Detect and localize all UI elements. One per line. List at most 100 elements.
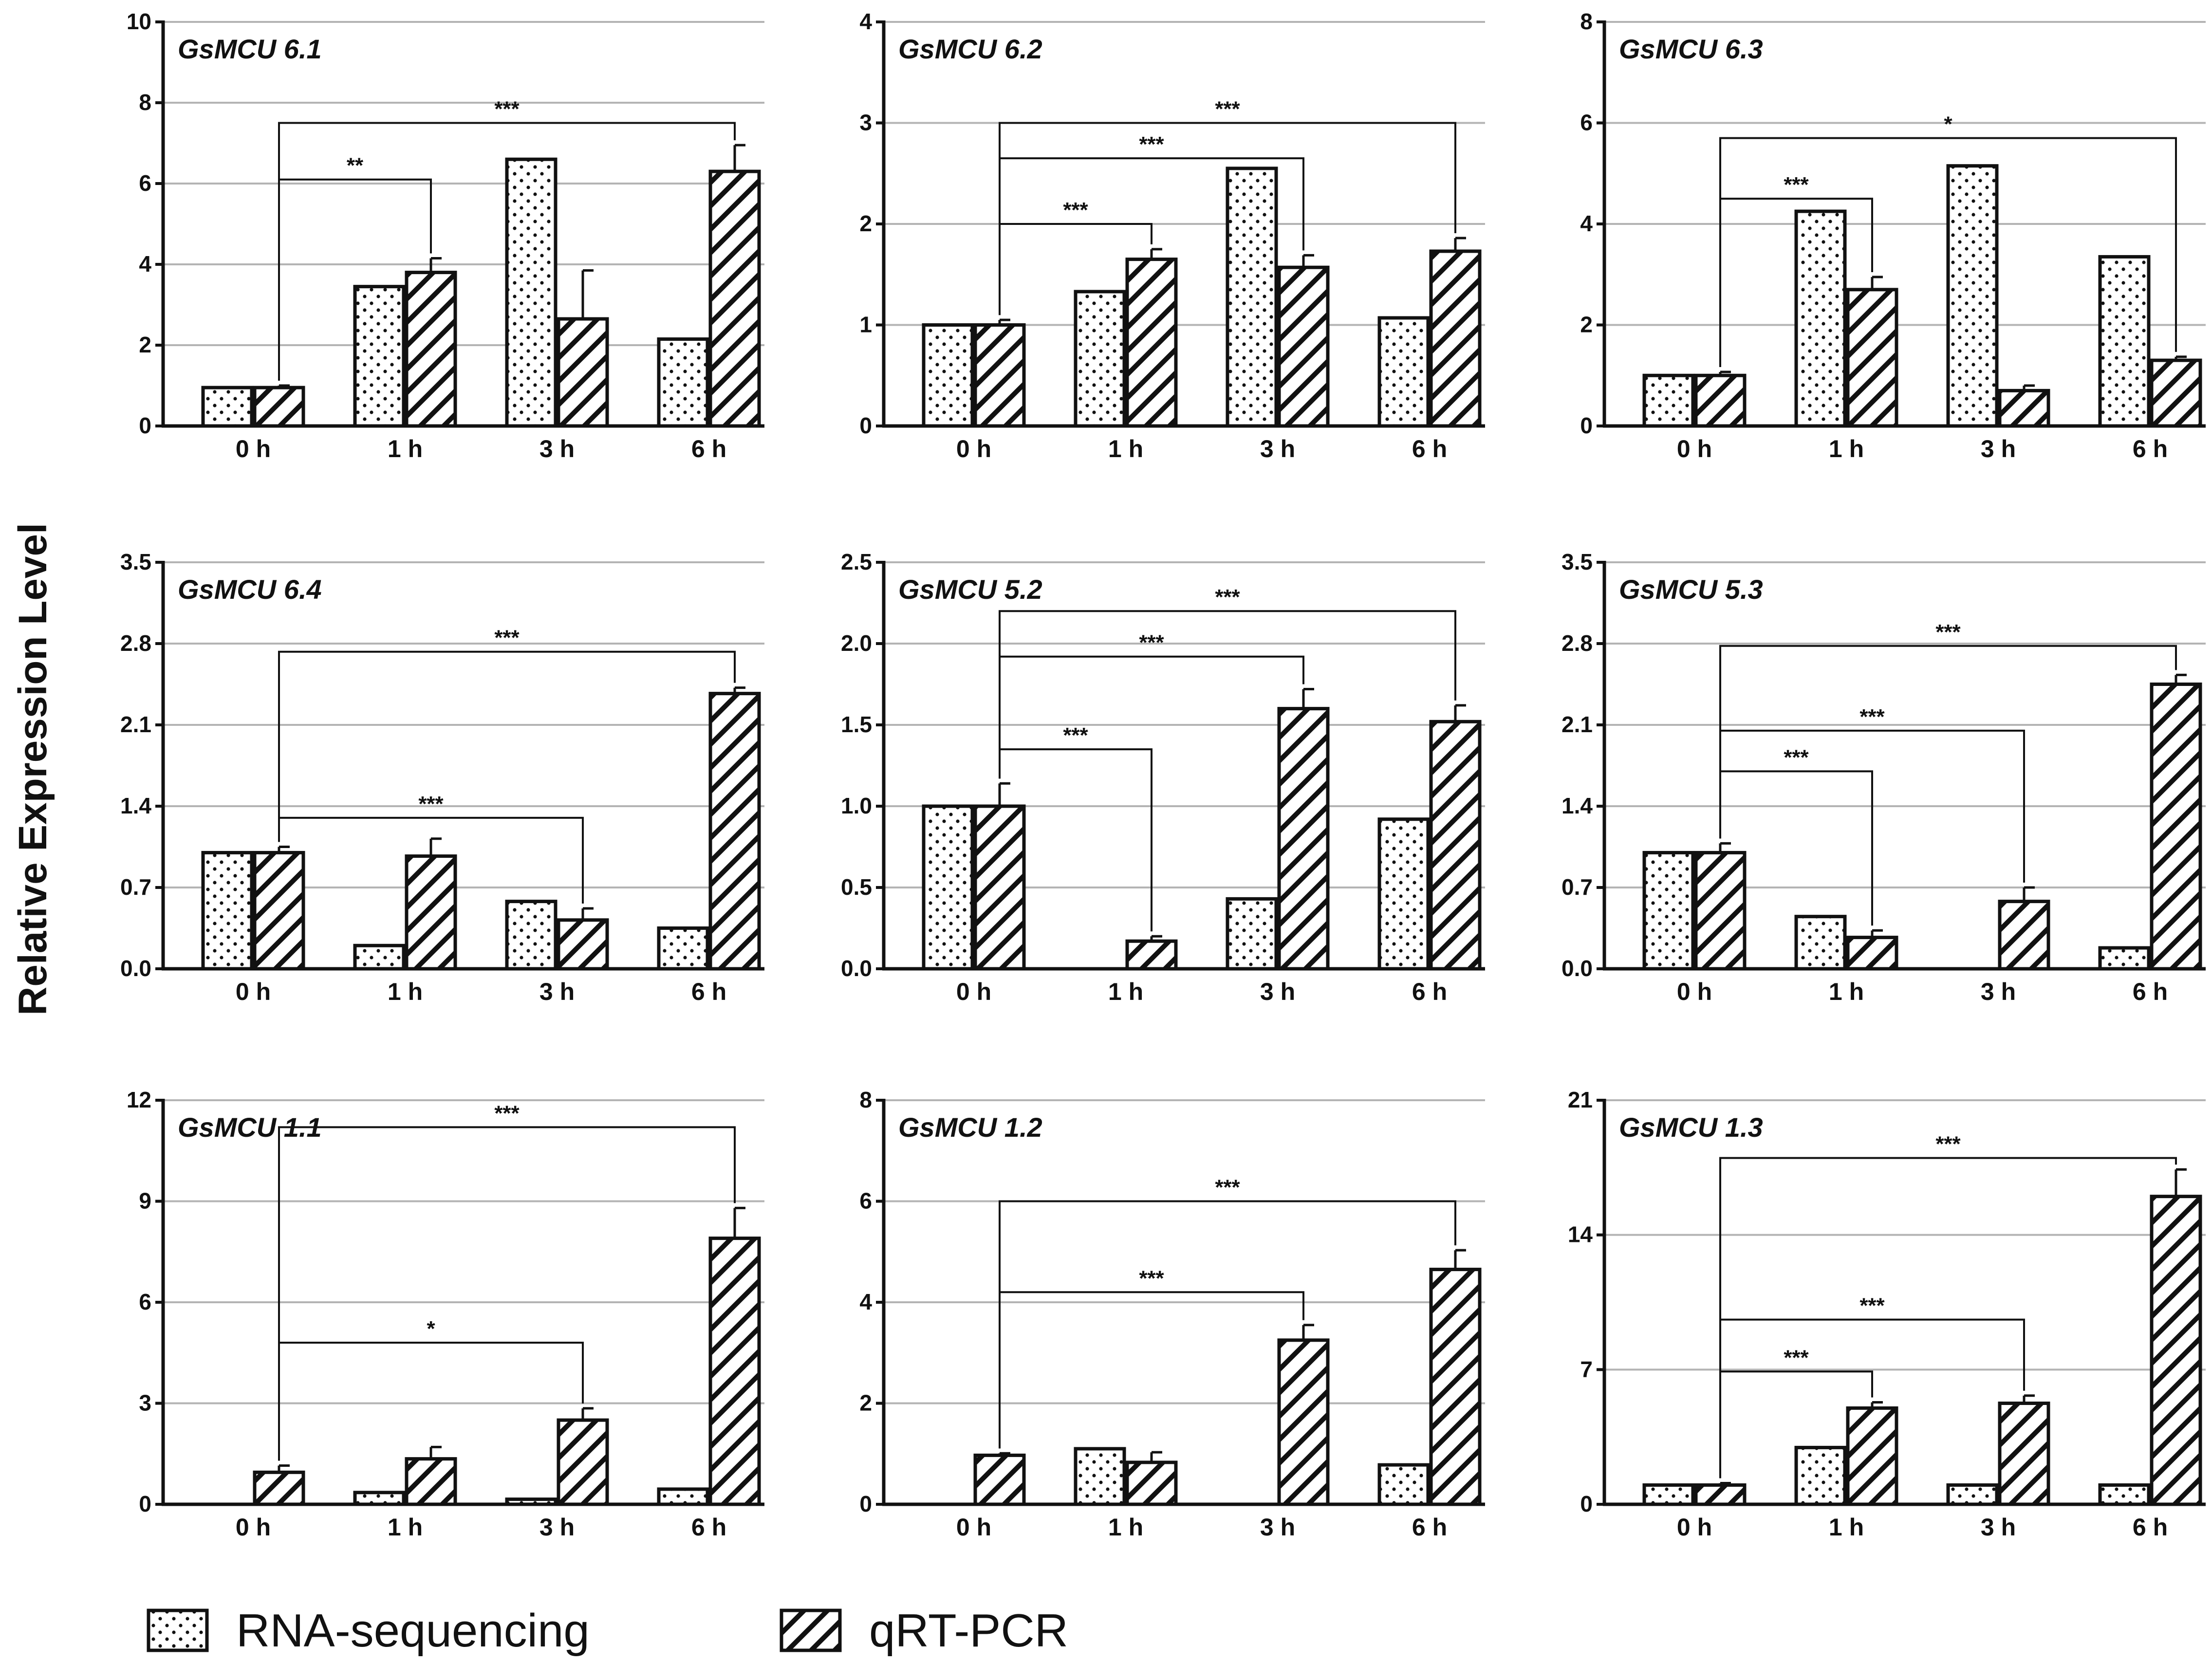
y-tick-label: 1.4 (1561, 793, 1593, 818)
bar-rna-seq (1946, 164, 1999, 428)
bar-qrt-pcr (973, 804, 1026, 971)
significance-bracket (278, 650, 736, 842)
significance-bracket (278, 1342, 584, 1461)
bar-rna-seq (201, 386, 254, 428)
bar-rna-seq (1074, 290, 1126, 428)
x-tick-label: 0 h (1677, 1514, 1712, 1541)
x-tick-label: 6 h (2133, 435, 2168, 462)
x-tick-label: 0 h (956, 435, 991, 462)
bar-rna-seq (657, 1487, 709, 1506)
y-tick-label: 9 (139, 1188, 151, 1214)
bar-qrt-pcr (1846, 936, 1898, 971)
y-axis-title: Relative Expression Level (11, 523, 55, 1016)
bar-qrt-pcr (1429, 1268, 1482, 1506)
bar-rna-seq (1074, 1447, 1126, 1506)
bar-qrt-pcr (1277, 1338, 1330, 1506)
y-tick-label: 4 (1580, 211, 1593, 236)
panel-title: GsMCU 5.2 (898, 574, 1042, 605)
significance-label: *** (1784, 745, 1809, 769)
panel-title: GsMCU 6.2 (898, 34, 1042, 64)
bar-rna-seq (201, 850, 254, 971)
x-tick-label: 3 h (1981, 435, 2016, 462)
y-tick-label: 3.5 (1561, 549, 1593, 574)
significance-label: *** (1859, 1294, 1885, 1318)
bar-qrt-pcr (1694, 373, 1747, 428)
y-tick-label: 12 (127, 1087, 151, 1112)
y-tick-label: 0 (1580, 1491, 1593, 1516)
bar-rna-seq (1794, 915, 1847, 971)
bar-rna-seq (657, 337, 709, 428)
bar-rna-seq (505, 900, 558, 971)
bar-qrt-pcr (253, 1470, 305, 1506)
bar-qrt-pcr (405, 271, 457, 428)
panel-title: GsMCU 1.3 (1619, 1112, 1763, 1143)
significance-label: *** (1139, 1266, 1164, 1290)
y-tick-label: 0 (1580, 413, 1593, 438)
y-tick-label: 21 (1568, 1087, 1593, 1112)
y-tick-label: 0 (139, 413, 151, 438)
bar-rna-seq (1642, 850, 1695, 971)
x-tick-label: 6 h (2133, 1514, 2168, 1541)
bar-qrt-pcr (1429, 249, 1482, 428)
y-tick-label: 2.1 (1561, 712, 1593, 737)
bar-qrt-pcr (1998, 900, 2050, 971)
significance-label: *** (1215, 1176, 1240, 1200)
x-tick-label: 0 h (956, 978, 991, 1005)
legend-label-qrt-pcr: qRT-PCR (869, 1605, 1068, 1657)
x-tick-label: 1 h (1829, 1514, 1864, 1541)
x-tick-label: 0 h (1677, 978, 1712, 1005)
bar-rna-seq (2098, 946, 2151, 971)
x-tick-label: 6 h (1412, 435, 1447, 462)
bar-qrt-pcr (1429, 720, 1482, 971)
chart-panel: 0 1 2 3 4 *** *** *** 0 h 1 h 3 h 6 h GsMCU 6.2 (859, 9, 1485, 462)
x-tick-label: 3 h (1260, 435, 1295, 462)
y-tick-label: 7 (1580, 1356, 1593, 1382)
x-tick-label: 3 h (1260, 1514, 1295, 1541)
x-tick-label: 1 h (1829, 435, 1864, 462)
bar-qrt-pcr (557, 317, 609, 428)
significance-bracket (1719, 645, 2177, 839)
y-tick-label: 2 (1580, 312, 1593, 337)
bar-qrt-pcr (1998, 1402, 2050, 1506)
significance-bracket (999, 122, 1456, 315)
y-tick-label: 0.0 (841, 956, 872, 981)
significance-label: *** (1935, 1132, 1961, 1156)
bar-qrt-pcr (1694, 1483, 1747, 1506)
bar-rna-seq (1377, 817, 1430, 971)
y-tick-label: 2.8 (1561, 630, 1593, 656)
x-tick-label: 1 h (1108, 435, 1143, 462)
y-tick-label: 1.4 (120, 793, 151, 818)
bar-qrt-pcr (1125, 939, 1178, 971)
bar-qrt-pcr (1846, 1406, 1898, 1506)
bar-rna-seq (1946, 1483, 1999, 1506)
bar-qrt-pcr (405, 1457, 457, 1506)
significance-label: * (1944, 112, 1952, 136)
y-tick-label: 0 (139, 1491, 151, 1516)
y-tick-label: 8 (1580, 9, 1593, 34)
bar-qrt-pcr (708, 169, 761, 428)
bar-rna-seq (1642, 1483, 1695, 1506)
significance-label: *** (1859, 705, 1885, 729)
x-tick-label: 3 h (1981, 1514, 2016, 1541)
y-tick-label: 1.0 (841, 793, 872, 818)
significance-label: *** (1784, 1346, 1809, 1369)
x-tick-label: 1 h (1108, 978, 1143, 1005)
significance-label: *** (1139, 132, 1164, 156)
bar-rna-seq (1794, 209, 1847, 428)
bar-rna-seq (1226, 166, 1278, 428)
bar-qrt-pcr (1998, 388, 2050, 428)
x-tick-label: 3 h (539, 435, 575, 462)
bar-qrt-pcr (557, 918, 609, 971)
significance-label: *** (1063, 723, 1088, 747)
bar-qrt-pcr (1694, 850, 1747, 971)
significance-bracket (999, 1200, 1456, 1449)
bar-rna-seq (2098, 1483, 2151, 1506)
y-tick-label: 4 (859, 1289, 872, 1314)
bar-qrt-pcr (2150, 358, 2202, 428)
x-tick-label: 1 h (1108, 1514, 1143, 1541)
y-tick-label: 6 (1580, 110, 1593, 135)
y-tick-label: 0.0 (1561, 956, 1593, 981)
x-tick-label: 3 h (539, 1514, 575, 1541)
chart-panel: 0.0 0.5 1.0 1.5 2.0 2.5 *** *** *** 0 h 1 h 3 h 6 h G… (841, 549, 1485, 1005)
y-tick-label: 3 (139, 1390, 151, 1416)
